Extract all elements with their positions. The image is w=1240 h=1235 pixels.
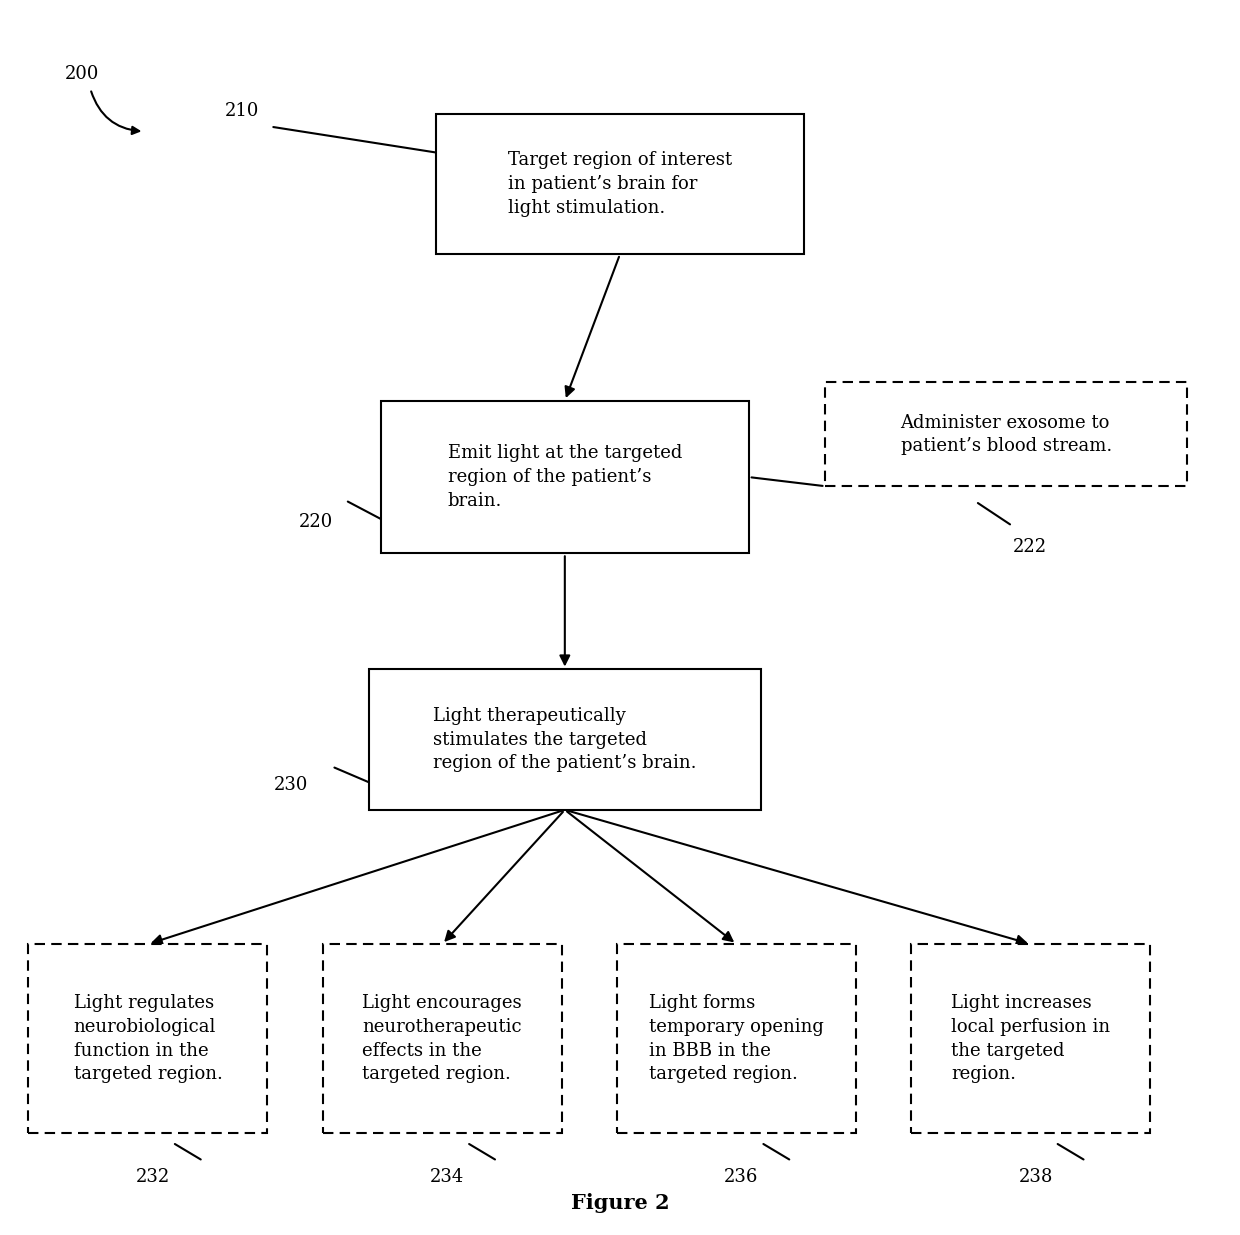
Text: Emit light at the targeted
region of the patient’s
brain.: Emit light at the targeted region of the…: [448, 445, 682, 510]
Text: 236: 236: [724, 1168, 759, 1186]
FancyBboxPatch shape: [911, 944, 1151, 1134]
Text: Light therapeutically
stimulates the targeted
region of the patient’s brain.: Light therapeutically stimulates the tar…: [433, 706, 697, 772]
Text: Light encourages
neurotherapeutic
effects in the
targeted region.: Light encourages neurotherapeutic effect…: [362, 994, 522, 1083]
Text: Target region of interest
in patient’s brain for
light stimulation.: Target region of interest in patient’s b…: [508, 152, 732, 216]
FancyBboxPatch shape: [826, 383, 1187, 487]
Text: Administer exosome to
patient’s blood stream.: Administer exosome to patient’s blood st…: [900, 414, 1112, 456]
Text: Light forms
temporary opening
in BBB in the
targeted region.: Light forms temporary opening in BBB in …: [649, 994, 823, 1083]
Text: Light regulates
neurobiological
function in the
targeted region.: Light regulates neurobiological function…: [73, 994, 222, 1083]
Text: 210: 210: [226, 101, 259, 120]
FancyBboxPatch shape: [322, 944, 562, 1134]
Text: 222: 222: [1012, 537, 1047, 556]
FancyBboxPatch shape: [29, 944, 268, 1134]
Text: 220: 220: [299, 514, 334, 531]
Text: Figure 2: Figure 2: [570, 1193, 670, 1214]
FancyBboxPatch shape: [368, 669, 761, 810]
Text: 230: 230: [274, 776, 309, 794]
FancyBboxPatch shape: [436, 114, 804, 254]
Text: 232: 232: [135, 1168, 170, 1186]
FancyBboxPatch shape: [618, 944, 856, 1134]
Text: 238: 238: [1018, 1168, 1053, 1186]
Text: Light increases
local perfusion in
the targeted
region.: Light increases local perfusion in the t…: [951, 994, 1110, 1083]
FancyBboxPatch shape: [381, 400, 749, 553]
Text: 234: 234: [430, 1168, 464, 1186]
Text: 200: 200: [64, 65, 99, 83]
